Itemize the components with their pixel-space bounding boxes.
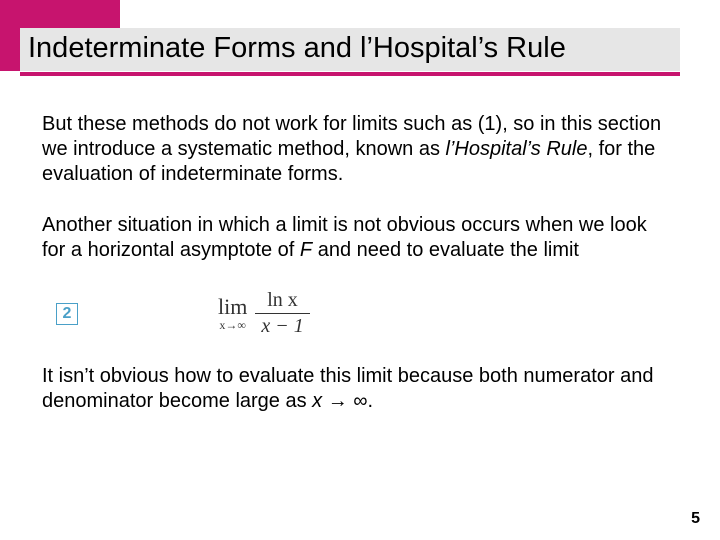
paragraph-2: Another situation in which a limit is no… [42,213,672,263]
paragraph-3-var: x [312,390,322,412]
slide-body: But these methods do not work for limits… [42,112,672,440]
paragraph-2-b: and need to evaluate the limit [312,239,579,261]
limit-operator: lim x→∞ [218,294,247,333]
limit-expression: lim x→∞ ln x x − 1 [218,289,310,338]
fraction-numerator: ln x [261,289,304,313]
fraction: ln x x − 1 [255,289,309,338]
lim-word: lim [218,294,247,320]
slide-title: Indeterminate Forms and l’Hospital’s Rul… [20,28,680,71]
paragraph-1-italic: l’Hospital’s Rule [446,138,588,160]
title-underline [20,72,680,76]
paragraph-3: It isn’t obvious how to evaluate this li… [42,364,672,414]
accent-block-left [0,28,20,71]
page-number: 5 [691,510,700,528]
paragraph-1: But these methods do not work for limits… [42,112,672,187]
fraction-denominator: x − 1 [255,314,309,338]
equation-number-box: 2 [56,303,78,325]
slide: Indeterminate Forms and l’Hospital’s Rul… [0,0,720,540]
equation-row: 2 lim x→∞ ln x x − 1 [56,289,672,338]
paragraph-3-end: . [368,390,374,412]
infinity-icon: ∞ [353,390,367,412]
lim-subscript: x→∞ [219,318,246,333]
arrow-icon: → [322,390,353,412]
accent-block-top [0,0,120,28]
title-row: Indeterminate Forms and l’Hospital’s Rul… [0,28,680,71]
paragraph-2-var: F [300,239,312,261]
